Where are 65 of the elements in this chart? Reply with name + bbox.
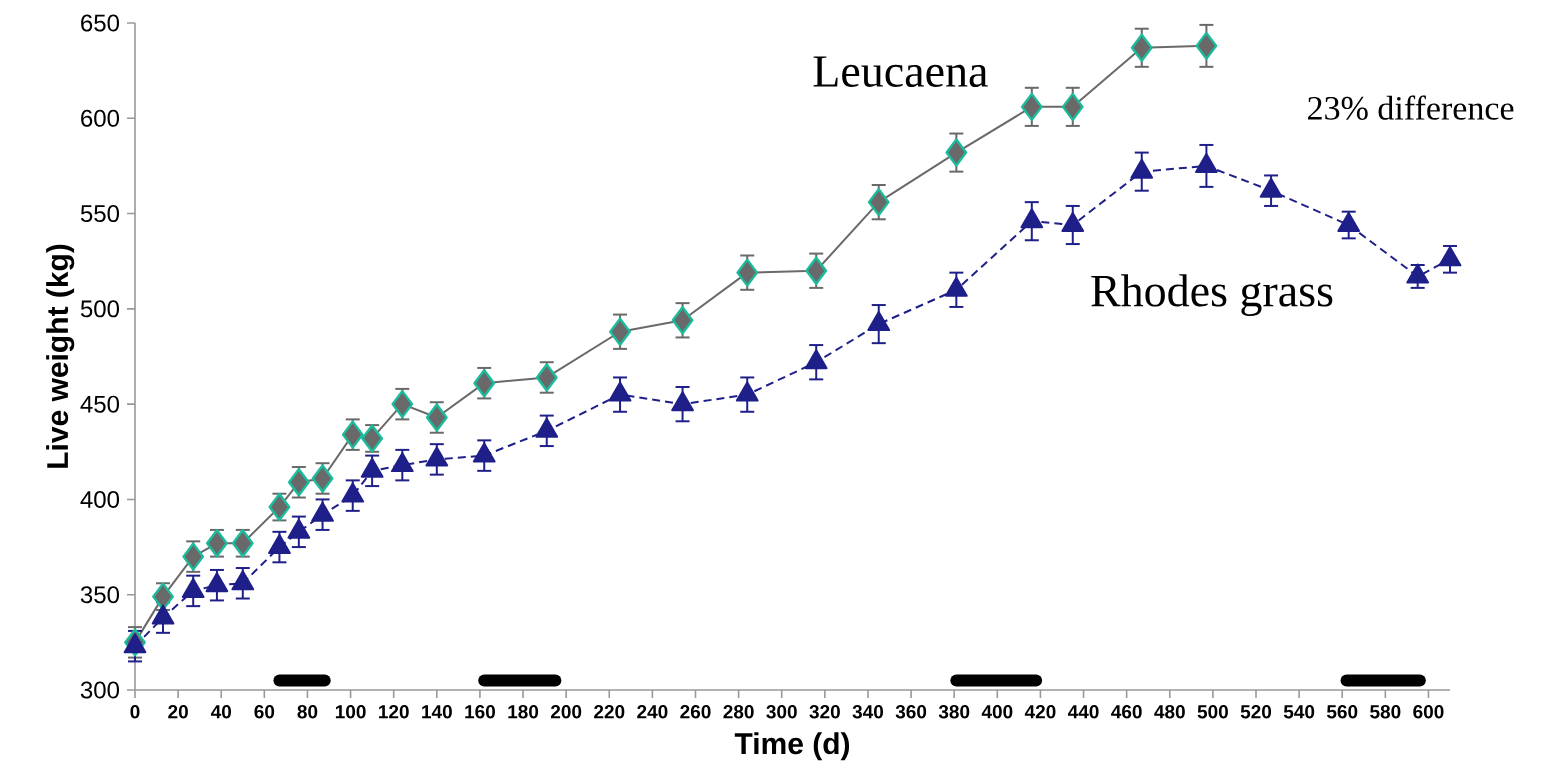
x-tick-label: 420	[1024, 705, 1056, 719]
x-tick-label: 340	[852, 705, 884, 719]
point	[1438, 246, 1462, 267]
x-tick-label: 380	[938, 705, 970, 719]
point	[123, 633, 147, 654]
x-tick-label: 220	[594, 705, 625, 719]
point	[1020, 92, 1043, 122]
y-tick-label: 650	[81, 14, 120, 32]
x-tick-label: 400	[981, 705, 1013, 719]
point	[867, 311, 891, 332]
point	[390, 452, 414, 473]
point	[1195, 31, 1218, 61]
point	[205, 572, 229, 593]
x-tick-label: 600	[1413, 705, 1444, 719]
x-tick-label: 540	[1283, 705, 1315, 719]
x-tick-label: 40	[210, 705, 232, 719]
x-tick-label: 140	[422, 705, 452, 719]
y-tick-label: 500	[80, 300, 120, 318]
x-tick-label: 360	[895, 705, 927, 719]
point	[609, 317, 631, 346]
x-tick-label: 520	[1240, 705, 1272, 719]
x-tick-label: 260	[680, 705, 711, 719]
x-tick-label: 20	[168, 705, 188, 719]
point	[1061, 92, 1084, 122]
series-label: Leucaena	[813, 56, 988, 87]
x-tick-label: 580	[1370, 705, 1401, 719]
y-tick-label: 600	[81, 109, 120, 127]
x-tick-label: 60	[254, 705, 275, 719]
x-tick-label: 100	[335, 705, 366, 719]
x-tick-label: 80	[297, 705, 318, 719]
x-tick-label: 180	[508, 705, 539, 719]
x-axis-title: Time (d)	[734, 732, 850, 761]
point	[945, 138, 968, 167]
point	[1061, 212, 1085, 233]
y-axis-title: Live weight (kg)	[46, 244, 75, 468]
point	[804, 349, 828, 370]
y-tick-label: 350	[80, 586, 120, 604]
x-tick-label: 160	[465, 705, 495, 719]
x-tick-label: 120	[379, 705, 409, 719]
point	[608, 381, 632, 402]
series-label: Rhodes grass	[1091, 274, 1333, 317]
x-tick-label: 0	[130, 705, 140, 719]
x-tick-label: 200	[550, 705, 582, 719]
y-tick-label: 400	[80, 490, 120, 508]
x-tick-label: 240	[637, 705, 668, 719]
point	[1406, 263, 1430, 284]
x-tick-label: 560	[1326, 705, 1358, 719]
point	[735, 381, 759, 402]
x-tick-label: 460	[1111, 705, 1142, 719]
point	[671, 391, 694, 412]
y-tick-label: 300	[80, 681, 120, 699]
x-tick-label: 300	[766, 705, 797, 719]
annotation: 23% difference	[1308, 95, 1514, 120]
x-tick-label: 280	[723, 705, 754, 719]
y-tick-label: 550	[80, 205, 120, 223]
point	[1020, 208, 1044, 229]
point	[1130, 33, 1153, 62]
x-tick-label: 320	[809, 705, 840, 719]
x-tick-label: 500	[1197, 705, 1228, 719]
y-tick-label: 450	[80, 395, 120, 413]
x-tick-label: 480	[1154, 705, 1185, 719]
point	[268, 534, 291, 555]
x-tick-label: 440	[1067, 705, 1099, 719]
point	[944, 276, 968, 297]
point	[151, 604, 175, 625]
